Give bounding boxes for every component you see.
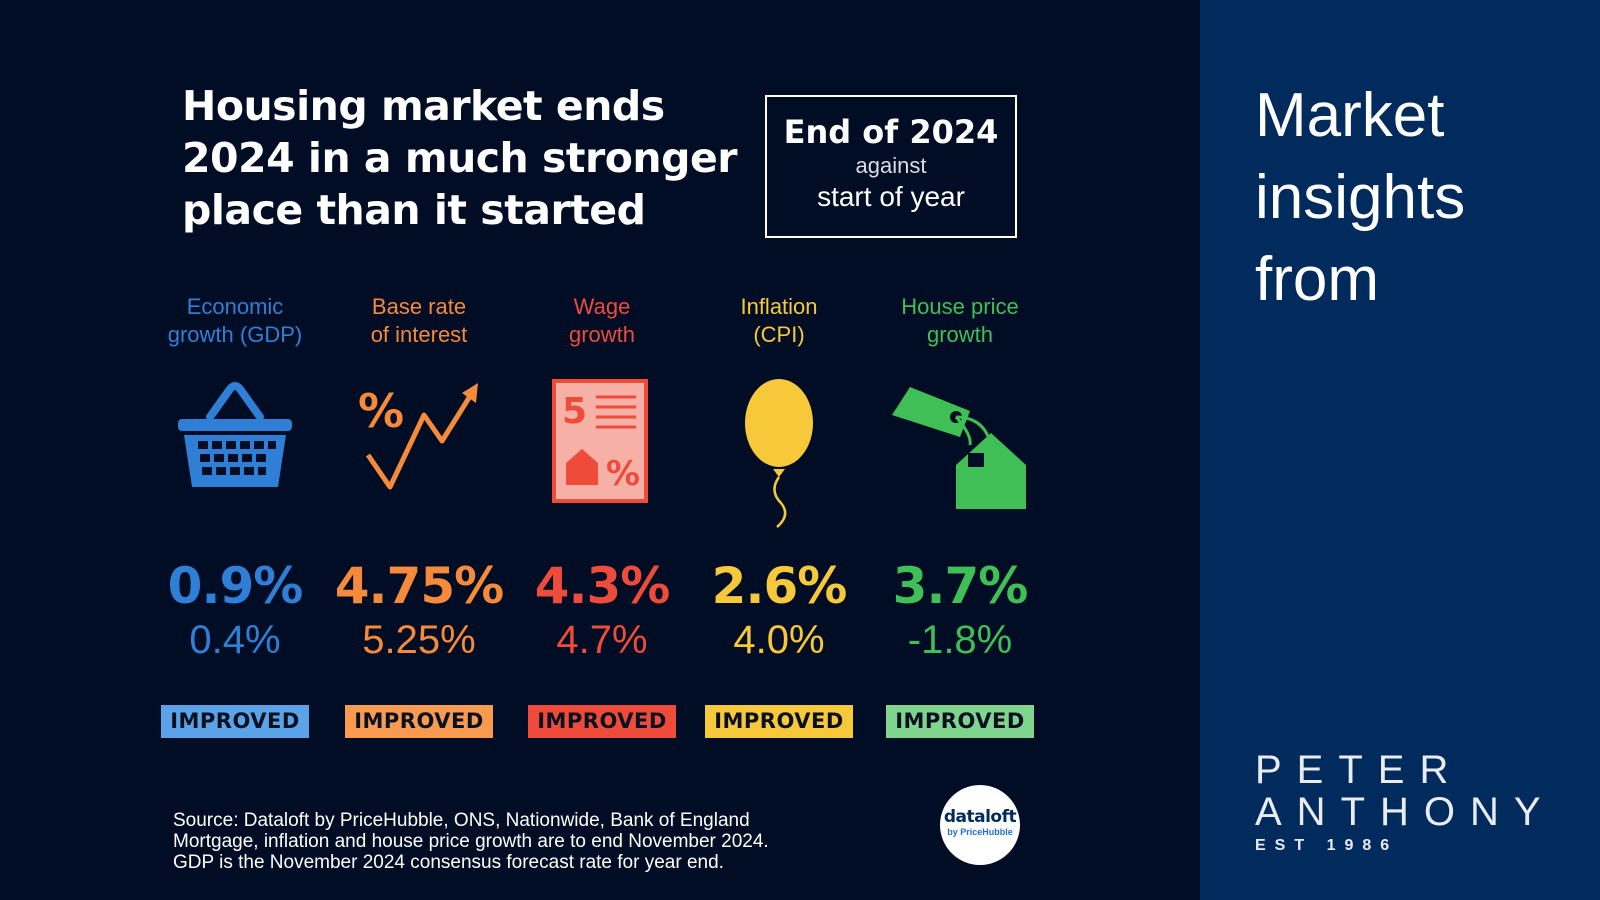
metric-label-line-1: Inflation xyxy=(740,294,818,319)
headline-line-2: 2024 in a much stronger xyxy=(182,134,737,182)
metric-wage-growth: Wage growth 5 % 4.3% 4.7% IMPROVED xyxy=(514,293,690,738)
dataloft-logo: dataloft by PriceHubble xyxy=(940,785,1020,865)
peter-anthony-logo: PETER ANTHONY EST 1986 xyxy=(1255,750,1556,858)
comparison-period-box: End of 2024 against start of year xyxy=(765,95,1017,238)
metric-label-line-1: Base rate xyxy=(371,294,467,319)
metric-label-line-1: Economic xyxy=(186,294,284,319)
status-badge: IMPROVED xyxy=(528,705,676,738)
metric-base-rate: Base rate of interest % 4.75% 5.25% IMPR… xyxy=(331,293,507,738)
metric-start-value: -1.8% xyxy=(907,618,1013,662)
headline-line-1: Housing market ends xyxy=(182,82,665,130)
status-badge: IMPROVED xyxy=(345,705,493,738)
payslip-document-icon: 5 % xyxy=(514,379,690,539)
insights-line-2: insights xyxy=(1255,163,1466,232)
period-against: against xyxy=(855,153,927,178)
metric-label: Inflation (CPI) xyxy=(691,293,867,353)
headline: Housing market ends 2024 in a much stron… xyxy=(182,80,742,236)
metric-start-value: 4.0% xyxy=(733,618,825,662)
metric-label: Base rate of interest xyxy=(331,293,507,353)
status-badge: IMPROVED xyxy=(705,705,853,738)
source-line-3: GDP is the November 2024 consensus forec… xyxy=(173,852,724,873)
svg-text:%: % xyxy=(358,384,404,438)
status-badge: IMPROVED xyxy=(161,705,309,738)
dataloft-logo-sub: by PriceHubble xyxy=(947,827,1013,837)
metric-label-line-1: House price xyxy=(901,294,1019,319)
metric-label: House price growth xyxy=(872,293,1048,353)
metric-end-value: 4.75% xyxy=(334,557,504,615)
metric-end-value: 0.9% xyxy=(167,557,304,615)
market-insights-heading: Market insights from xyxy=(1255,75,1465,321)
metric-house-price: House price growth 3.7% -1.8% IMPROVED xyxy=(872,293,1048,738)
brand-line-1: PETER xyxy=(1255,748,1464,792)
metric-start-value: 4.7% xyxy=(556,618,648,662)
insights-line-3: from xyxy=(1255,245,1379,314)
metric-label-line-2: growth xyxy=(568,322,636,347)
dataloft-logo-name: dataloft xyxy=(943,807,1017,827)
metric-end-value: 4.3% xyxy=(534,557,671,615)
balloon-icon xyxy=(691,379,867,539)
period-main: End of 2024 xyxy=(783,113,999,151)
metric-label: Wage growth xyxy=(514,293,690,353)
source-line-1: Source: Dataloft by PriceHubble, ONS, Na… xyxy=(173,810,750,831)
metric-end-value: 2.6% xyxy=(711,557,848,615)
metric-label-line-2: growth xyxy=(926,322,994,347)
svg-text:%: % xyxy=(606,454,640,494)
svg-text:5: 5 xyxy=(562,391,587,432)
metric-start-value: 0.4% xyxy=(189,618,281,662)
headline-line-3: place than it started xyxy=(182,186,646,234)
percent-zigzag-arrow-icon: % xyxy=(331,379,507,539)
insights-line-1: Market xyxy=(1255,81,1445,150)
source-note: Source: Dataloft by PriceHubble, ONS, Na… xyxy=(173,810,893,873)
metric-label-line-2: of interest xyxy=(370,322,468,347)
metric-start-value: 5.25% xyxy=(362,618,476,662)
status-badge: IMPROVED xyxy=(886,705,1034,738)
shopping-basket-icon xyxy=(147,379,323,539)
metric-label: Economic growth (GDP) xyxy=(147,293,323,353)
metric-label-line-2: (CPI) xyxy=(753,322,805,347)
house-price-tag-icon xyxy=(872,379,1048,539)
brand-panel xyxy=(1200,0,1600,900)
metric-label-line-1: Wage xyxy=(573,294,631,319)
period-start: start of year xyxy=(817,181,965,212)
source-line-2: Mortgage, inflation and house price grow… xyxy=(173,831,769,852)
metric-end-value: 3.7% xyxy=(892,557,1029,615)
brand-line-2: ANTHONY xyxy=(1255,790,1556,834)
metric-gdp: Economic growth (GDP) 0.9% 0.4% IMPROVED xyxy=(147,293,323,738)
metric-inflation: Inflation (CPI) 2.6% 4.0% IMPROVED xyxy=(691,293,867,738)
metric-label-line-2: growth (GDP) xyxy=(167,322,303,347)
brand-line-3: EST 1986 xyxy=(1255,837,1399,854)
